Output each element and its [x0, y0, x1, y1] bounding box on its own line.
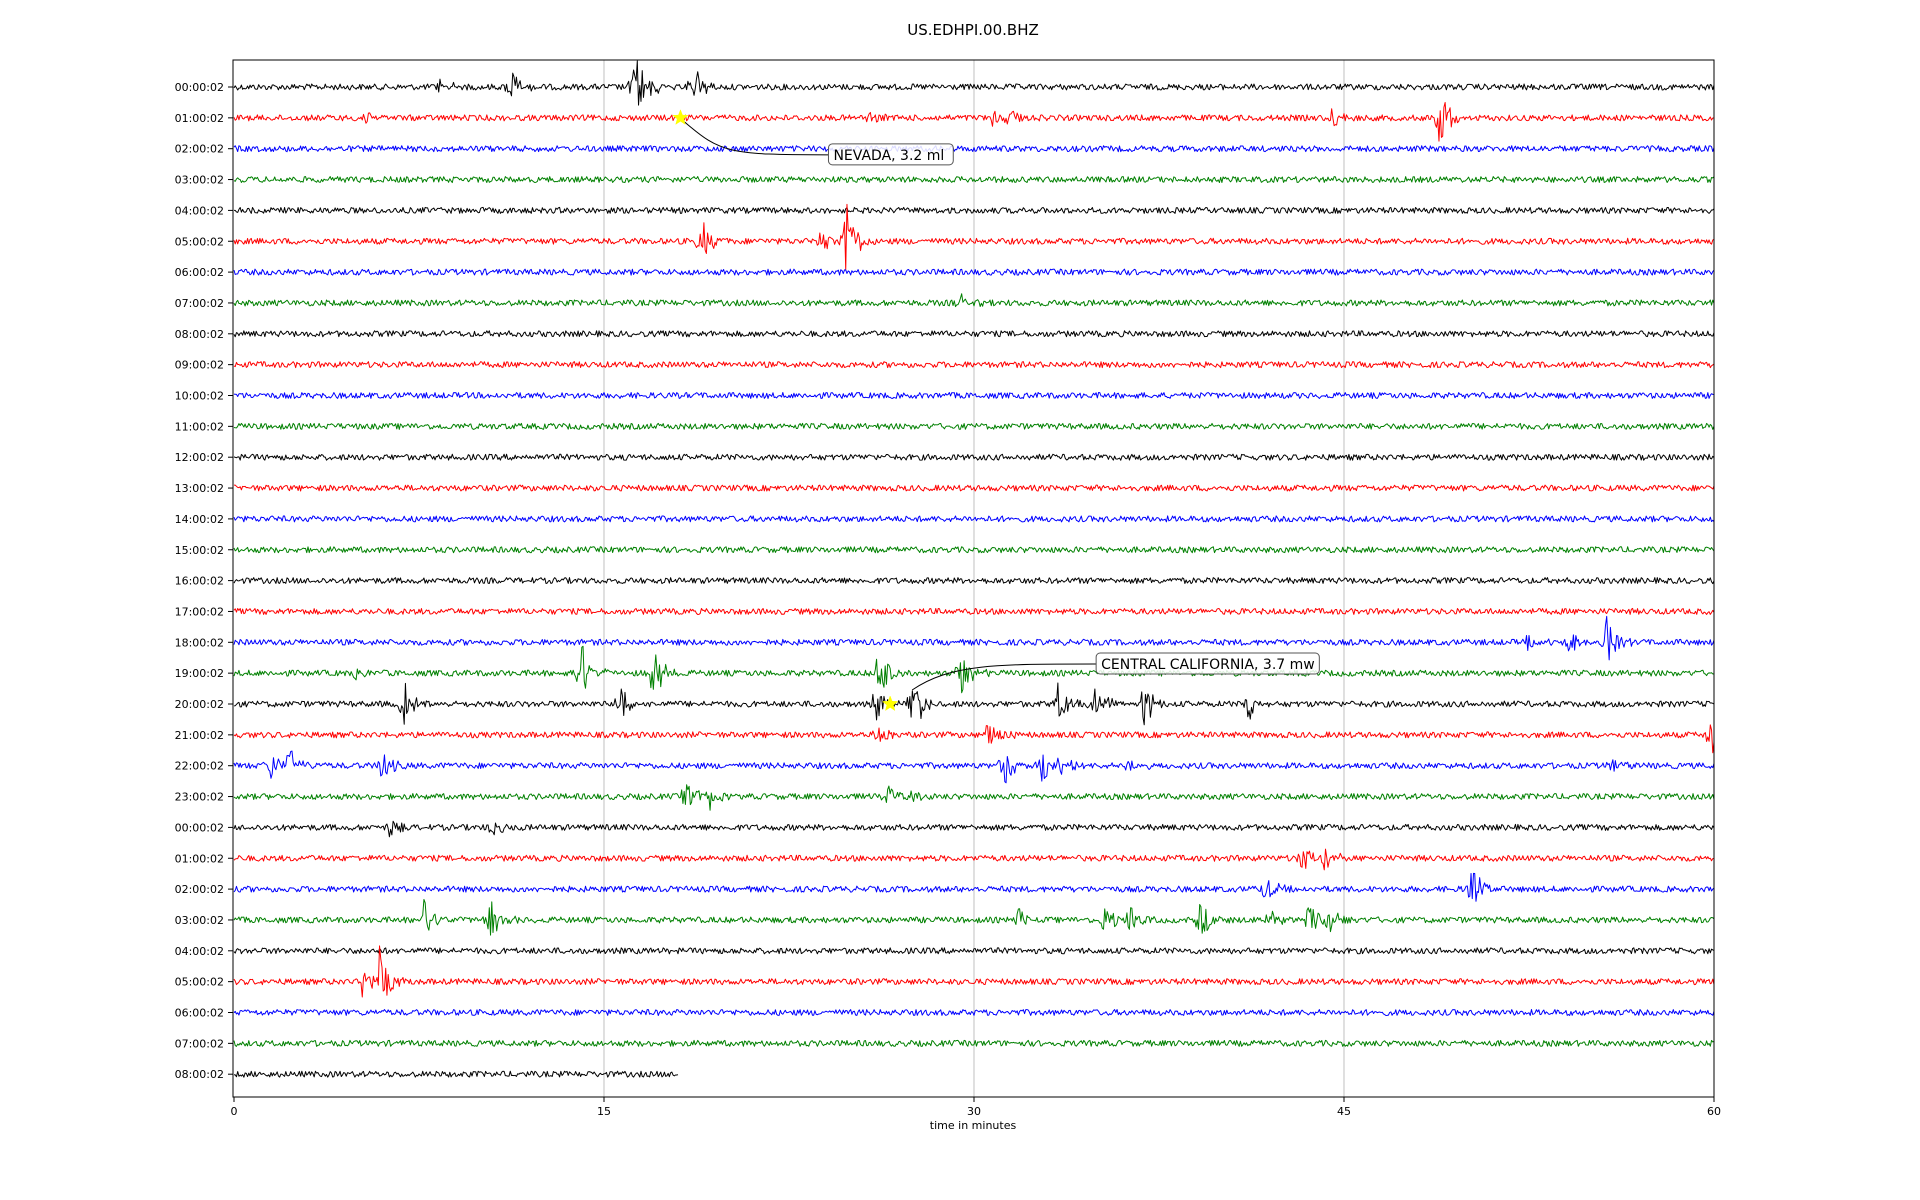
trace-line [233, 872, 1715, 902]
y-tick-label: 00:00:02 [175, 81, 224, 94]
y-tick-label: 00:00:02 [175, 821, 224, 834]
trace-line [233, 750, 1715, 784]
y-tick-label: 01:00:02 [175, 852, 224, 865]
plot-frame [232, 59, 1715, 1098]
trace-line [233, 392, 1715, 399]
x-gridlines [603, 60, 1345, 1097]
y-tick-label: 16:00:02 [175, 575, 224, 588]
y-axis: 00:00:02 01:00:02 02:00:02 03:00:02 04:00:02… [175, 81, 233, 1081]
y-tick-label: 06:00:02 [175, 266, 224, 279]
trace-line [233, 203, 1715, 271]
trace-line [233, 945, 1715, 998]
trace-line [233, 615, 1715, 661]
trace-line [233, 848, 1715, 871]
annotation-box [1095, 652, 1320, 675]
y-tick-label: 03:00:02 [175, 914, 224, 927]
trace-line [233, 145, 1715, 153]
y-tick-label: 07:00:02 [175, 297, 224, 310]
y-tick-label: 02:00:02 [175, 883, 224, 896]
trace-line [233, 361, 1715, 369]
y-tick-label: 20:00:02 [175, 698, 224, 711]
y-tick-label: 14:00:02 [175, 513, 224, 526]
trace-line [233, 577, 1715, 585]
trace-line [233, 1070, 679, 1078]
y-tick-label: 21:00:02 [175, 729, 224, 742]
trace-line [233, 947, 1715, 955]
trace-line [233, 784, 1715, 811]
y-tick-label: 05:00:02 [175, 235, 224, 248]
y-tick-label: 02:00:02 [175, 143, 224, 156]
trace-line [233, 102, 1715, 142]
x-tick-label: 45 [1337, 1105, 1351, 1118]
event-star-marker [881, 695, 899, 712]
annotation-connector [911, 663, 1097, 691]
y-tick-label: 03:00:02 [175, 174, 224, 187]
event-annotations: NEVADA, 3.2 ml CENTRAL CALIFORNIA, 3.7 mw [672, 109, 1320, 712]
x-axis-label: time in minutes [930, 1119, 1017, 1132]
y-tick-label: 06:00:02 [175, 1007, 224, 1020]
trace-line [233, 1039, 1715, 1047]
y-tick-label: 01:00:02 [175, 112, 224, 125]
x-tick-label: 30 [967, 1105, 981, 1118]
trace-line [233, 453, 1715, 461]
trace-rows [233, 60, 1715, 1078]
y-tick-label: 05:00:02 [175, 976, 224, 989]
annotation-label: CENTRAL CALIFORNIA, 3.7 mw [1101, 657, 1315, 673]
trace-line [233, 515, 1715, 523]
trace-line [233, 607, 1715, 615]
trace-line [233, 1009, 1715, 1016]
trace-line [233, 820, 1715, 838]
trace-line [233, 484, 1715, 492]
y-tick-label: 07:00:02 [175, 1037, 224, 1050]
chart-title: US.EDHPI.00.BHZ [907, 21, 1039, 39]
x-axis: 0 15 30 45 60 [231, 1097, 1721, 1118]
y-tick-label: 18:00:02 [175, 636, 224, 649]
y-tick-label: 08:00:02 [175, 328, 224, 341]
x-tick-label: 60 [1707, 1105, 1721, 1118]
trace-line [233, 682, 1715, 726]
y-tick-label: 12:00:02 [175, 451, 224, 464]
x-tick-label: 15 [597, 1105, 611, 1118]
annotation-label: NEVADA, 3.2 ml [833, 148, 944, 164]
trace-line [233, 206, 1715, 214]
y-tick-label: 15:00:02 [175, 544, 224, 557]
x-tick-label: 0 [231, 1105, 238, 1118]
annotation-box [827, 143, 954, 166]
trace-line [233, 330, 1715, 338]
annotation-connector [684, 121, 829, 156]
trace-line [233, 422, 1715, 430]
event-star-marker [672, 109, 689, 125]
trace-line [233, 898, 1715, 936]
y-tick-label: 04:00:02 [175, 945, 224, 958]
y-tick-label: 13:00:02 [175, 482, 224, 495]
y-tick-label: 22:00:02 [175, 760, 224, 773]
trace-line [233, 546, 1715, 554]
y-tick-label: 08:00:02 [175, 1068, 224, 1081]
trace-line [233, 724, 1715, 754]
y-tick-label: 17:00:02 [175, 605, 224, 618]
trace-line [233, 645, 1715, 694]
y-tick-label: 04:00:02 [175, 204, 224, 217]
trace-line [233, 268, 1715, 276]
y-tick-label: 09:00:02 [175, 359, 224, 372]
trace-line [233, 60, 1715, 106]
y-tick-label: 10:00:02 [175, 390, 224, 403]
trace-line [233, 176, 1715, 184]
y-tick-label: 23:00:02 [175, 791, 224, 804]
y-tick-label: 11:00:02 [175, 420, 224, 433]
y-tick-label: 19:00:02 [175, 667, 224, 680]
trace-line [233, 293, 1715, 308]
